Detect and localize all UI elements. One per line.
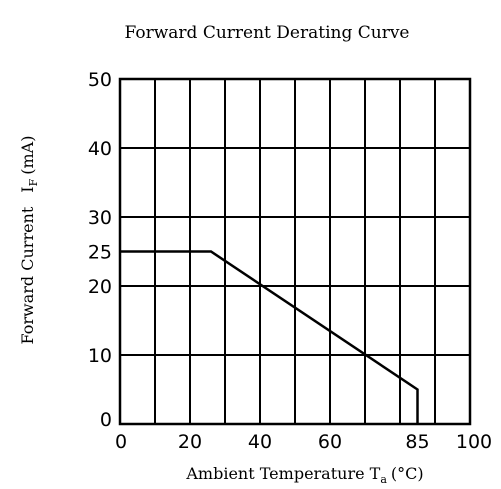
y-tick-label: 25	[88, 242, 112, 264]
y-tick-label: 10	[88, 345, 112, 367]
x-tick-label: 100	[456, 431, 492, 453]
x-tick-label: 40	[248, 431, 272, 453]
x-axis-label: Ambient Temperature Ta (°C)	[185, 464, 423, 486]
y-tick-label: 0	[100, 409, 112, 431]
grid-lines	[120, 79, 470, 424]
chart-title: Forward Current Derating Curve	[125, 23, 410, 43]
y-axis-label-text: Forward Current	[18, 206, 37, 344]
y-axis-label-subscript: F	[27, 178, 40, 186]
y-axis-label: Forward Current IF (mA)	[18, 136, 40, 345]
x-tick-labels: 0 20 40 60 85 100	[115, 431, 492, 453]
x-tick-label: 20	[178, 431, 202, 453]
x-tick-label: 60	[318, 431, 342, 453]
x-tick-label: 0	[115, 431, 127, 453]
y-axis-label-symbol: I	[18, 186, 37, 192]
derating-curve-line	[120, 250, 419, 424]
x-axis-label-text: Ambient Temperature T	[185, 464, 380, 483]
y-tick-label: 50	[88, 69, 112, 91]
x-axis-label-subscript: a	[380, 473, 387, 486]
x-axis-label-unit: (°C)	[391, 464, 424, 483]
y-tick-label: 20	[88, 276, 112, 298]
y-tick-label: 30	[88, 207, 112, 229]
y-axis-label-unit: (mA)	[18, 136, 37, 175]
y-tick-label: 40	[88, 138, 112, 160]
y-tick-labels: 0 10 20 25 30 40 50	[88, 69, 112, 431]
x-tick-label: 85	[405, 431, 429, 453]
